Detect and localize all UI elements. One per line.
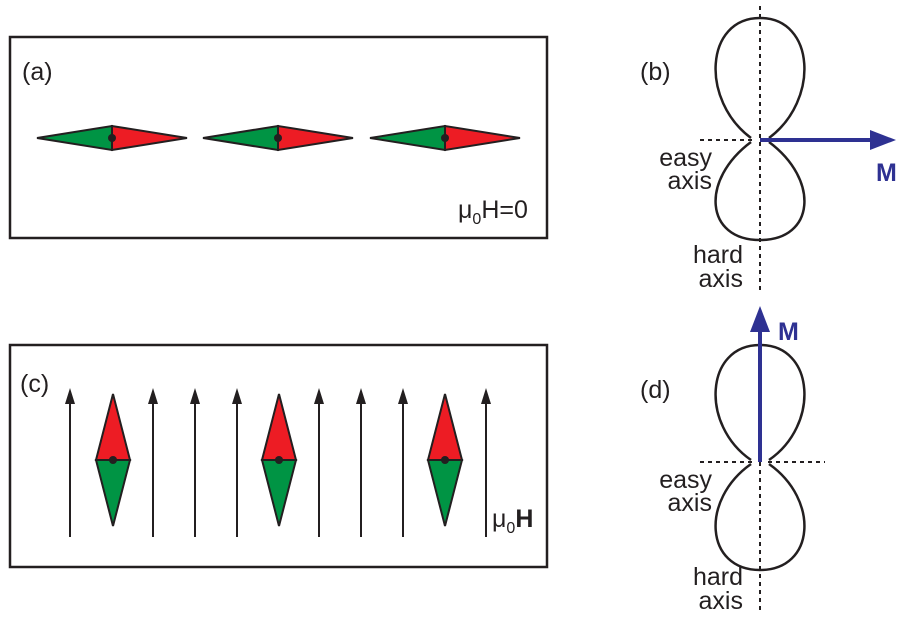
line: axis <box>668 167 712 195</box>
needle-north <box>445 126 520 150</box>
arrowhead <box>870 130 896 150</box>
vector-label: M <box>876 159 897 187</box>
pivot <box>441 456 449 464</box>
field-arrowhead <box>481 388 491 404</box>
panel-b-label: (b) <box>640 58 671 86</box>
pivot <box>108 134 116 142</box>
needle-south <box>262 460 296 526</box>
needle-south <box>370 126 445 150</box>
field-arrowhead <box>190 388 200 404</box>
field-arrowhead <box>148 388 158 404</box>
needle-north <box>262 394 296 460</box>
needle-south <box>428 460 462 526</box>
mu: μ <box>492 505 506 533</box>
line: axis <box>668 489 712 517</box>
needle-north <box>112 126 187 150</box>
panel-d-label: (d) <box>640 376 671 404</box>
field-label: μ0H <box>492 505 533 537</box>
needle-south <box>37 126 112 150</box>
pivot <box>441 134 449 142</box>
field-arrowhead <box>232 388 242 404</box>
needle-south <box>203 126 278 150</box>
needle-north <box>96 394 130 460</box>
field-label: μ0H=0 <box>458 196 528 228</box>
figure: (a) μ0H=0 (c) μ0H (b) M easyaxis hardaxi… <box>0 0 898 621</box>
needle-north <box>278 126 353 150</box>
pivot <box>109 456 117 464</box>
pivot <box>275 456 283 464</box>
field-arrowhead <box>356 388 366 404</box>
subscript: 0 <box>506 520 515 537</box>
needle-north <box>428 394 462 460</box>
line: axis <box>699 587 743 615</box>
field-arrowhead <box>398 388 408 404</box>
vector-label: M <box>778 318 799 346</box>
line: axis <box>699 265 743 293</box>
field-arrowhead <box>314 388 324 404</box>
mu: μ <box>458 196 472 224</box>
field-text: H=0 <box>481 196 528 224</box>
subscript: 0 <box>472 211 481 228</box>
pivot <box>274 134 282 142</box>
field-arrowhead <box>65 388 75 404</box>
arrowhead <box>750 306 770 332</box>
field-text: H <box>515 505 533 533</box>
needle-south <box>96 460 130 526</box>
panel-c-label: (c) <box>20 370 49 398</box>
panel-a-label: (a) <box>22 58 53 86</box>
